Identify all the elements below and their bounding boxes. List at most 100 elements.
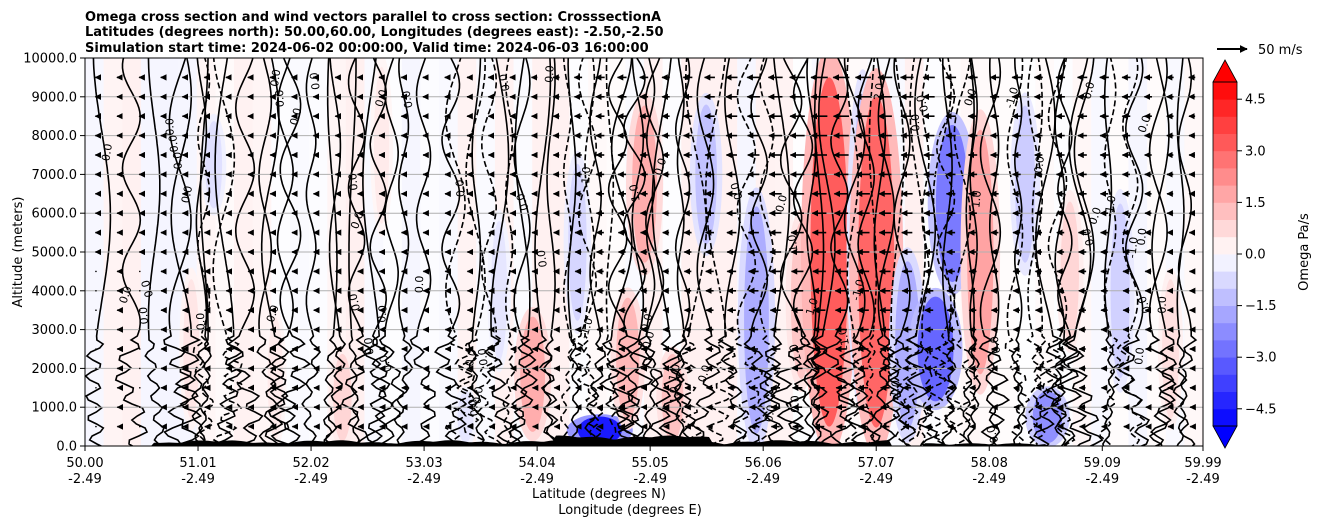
wind-vector (139, 328, 141, 331)
wind-vector (139, 425, 141, 428)
wind-vector (95, 425, 97, 428)
y-axis: 0.0 1000.0 2000.0 3000.0 4000.0 5000.0 6000.0 7… (23, 52, 85, 455)
y-tick-label: 7000.0 (32, 168, 78, 183)
omega-cell (858, 95, 895, 428)
x-tick-label-latitude: 50.00 (66, 456, 103, 471)
x-axis: 50.00-2.4951.01-2.4952.02-2.4953.03-2.49… (66, 446, 1222, 487)
contour-label: 0.0 (988, 335, 1003, 354)
quiver-key: 50 m/s (1217, 43, 1303, 58)
contour-line (560, 58, 575, 446)
contour-line (676, 58, 708, 446)
y-tick-label: 3000.0 (32, 323, 78, 338)
contour-line (885, 58, 908, 446)
omega-cell (744, 206, 769, 434)
x-tick-label-longitude: -2.49 (68, 472, 102, 487)
contour-label: 0.0 (171, 151, 185, 169)
colorbar-segment (1213, 185, 1237, 203)
contour-label: 0.0 (375, 305, 389, 323)
colorbar-segment (1213, 133, 1237, 152)
contour-line (1041, 58, 1076, 446)
wind-vector (95, 387, 97, 389)
contour-label: 0.0 (909, 114, 923, 132)
contour-label: 0.0 (773, 193, 790, 213)
wind-vector (95, 348, 97, 350)
omega-cell (373, 66, 390, 224)
wind-vector (139, 270, 141, 273)
contour-line (902, 58, 926, 446)
contour-label: 0.0 (728, 181, 745, 201)
contour-label: 0.0 (1156, 296, 1169, 314)
colorbar-segment (1213, 288, 1237, 306)
colorbar-segment (1213, 82, 1237, 100)
x-tick-label-latitude: 58.08 (971, 456, 1008, 471)
contour-line (845, 58, 864, 446)
contour-label: 0.0 (99, 143, 115, 162)
y-tick-label: 10000.0 (23, 52, 77, 67)
x-tick-label-latitude: 54.04 (519, 456, 556, 471)
contour-label: 2.0 (872, 82, 887, 101)
colorbar-tick-label: −3.0 (1245, 351, 1277, 366)
contour-label: 0.0 (1135, 228, 1149, 246)
title-line-3: Simulation start time: 2024-06-02 00:00:… (85, 41, 649, 56)
x-tick-label-longitude: -2.49 (294, 472, 328, 487)
y-tick-label: 0.0 (56, 440, 77, 455)
x-tick-label-latitude: 56.06 (745, 456, 782, 471)
contour-label: 1.0 (969, 190, 984, 209)
contour-label: 0.0 (264, 303, 282, 324)
contour-label: 1.0 (667, 386, 681, 404)
plot-area: 0.00.00.01.00.01.00.00.0-1.00.00.00.00.0… (84, 57, 1204, 447)
contour-label: 0.0 (1132, 347, 1147, 366)
colorbar-segment (1213, 322, 1237, 341)
omega-cell (205, 121, 223, 209)
colorbar-segment (1213, 219, 1237, 238)
contour-label: 0.0 (640, 330, 657, 350)
contour-label: 0.0 (139, 278, 156, 298)
y-tick-label: 4000.0 (32, 284, 78, 299)
contour-label: 0.0 (514, 192, 532, 213)
contour-label: 0.0 (137, 306, 151, 324)
colorbar-label: Omega Pa/s (1297, 213, 1312, 291)
x-tick-label-latitude: 55.05 (632, 456, 669, 471)
x-tick-label-latitude: 51.01 (179, 456, 216, 471)
colorbar-segment (1213, 305, 1237, 324)
contour-line (918, 58, 933, 446)
wind-vector (95, 328, 97, 331)
contour-label: 1.0 (627, 183, 643, 202)
wind-vector (139, 387, 141, 389)
omega-cell (1060, 201, 1080, 342)
y-tick-label: 8000.0 (32, 129, 78, 144)
colorbar-segment (1213, 168, 1237, 186)
x-tick-label-latitude: 59.09 (1084, 456, 1121, 471)
colorbar-tick-label: −4.5 (1245, 402, 1277, 417)
contour-line (605, 58, 617, 446)
x-tick-label-longitude: -2.49 (633, 472, 667, 487)
colorbar-segment (1213, 202, 1237, 220)
x-tick-label-latitude: 59.99 (1184, 456, 1221, 471)
contour-line (1027, 58, 1048, 446)
contour-label: 0.0 (789, 395, 802, 413)
contour-label: 1.0 (666, 363, 683, 383)
contour-label: 0.0 (470, 386, 485, 405)
contour-label: 0.0 (166, 134, 181, 153)
colorbar-segment (1213, 271, 1237, 289)
colorbar-segment (1213, 150, 1237, 169)
colorbar-segment (1213, 408, 1237, 427)
x-tick-label-longitude: -2.49 (746, 472, 780, 487)
x-tick-label-latitude: 52.02 (292, 456, 329, 471)
wind-vector (139, 309, 141, 312)
colorbar-segment (1213, 357, 1237, 375)
contour-line (502, 58, 516, 446)
contour-label: 0.0 (362, 337, 377, 356)
y-tick-label: 5000.0 (32, 246, 78, 261)
contour-label: -1.0 (1102, 194, 1118, 217)
contour-label: 1.0 (787, 342, 804, 362)
title-line-1: Omega cross section and wind vectors par… (85, 10, 661, 25)
terrain-silhouette (85, 435, 1203, 446)
wind-vector (139, 406, 141, 409)
omega-cell (333, 353, 352, 442)
x-tick-label-longitude: -2.49 (407, 472, 441, 487)
y-tick-label: 1000.0 (32, 401, 78, 416)
omega-cell (568, 163, 587, 321)
wind-vector (139, 348, 141, 350)
